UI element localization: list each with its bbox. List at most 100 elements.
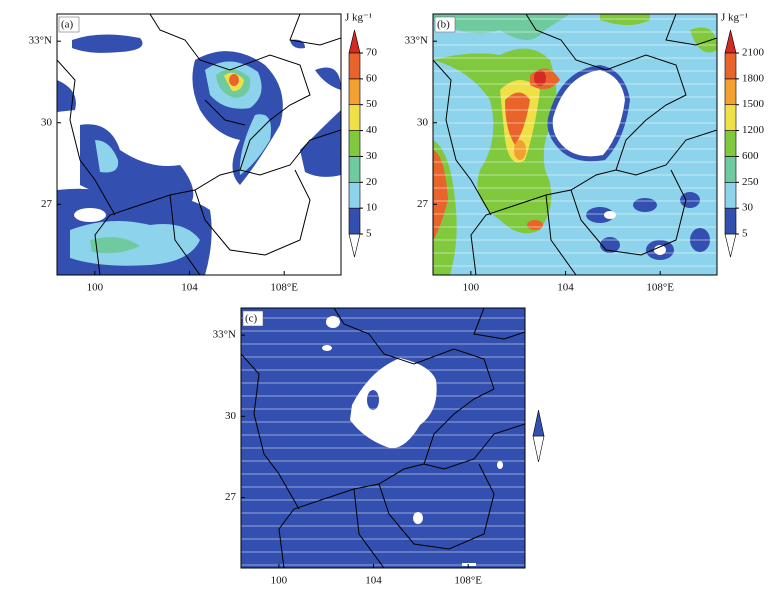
colorbar-box (348, 78, 361, 106)
map-shape (665, 14, 717, 46)
x-tick-label: 108°E (646, 282, 674, 294)
colorbar-label: 50 (366, 98, 378, 110)
panel-label: (b) (437, 19, 450, 31)
colorbar-label: 10 (366, 202, 378, 214)
map-shape (74, 208, 106, 222)
map-shape (169, 194, 201, 275)
colorbar-label: 250 (742, 176, 759, 188)
map-shape (300, 110, 341, 177)
colorbar-box (724, 181, 737, 209)
colorbar-box (724, 104, 737, 131)
map-shape (525, 14, 687, 121)
panel-label: (a) (61, 19, 74, 31)
colorbar-triangle (348, 233, 361, 258)
x-tick-label: 104 (365, 575, 382, 587)
map-shape (333, 308, 495, 415)
borders-c (241, 308, 525, 568)
x-tick-label: 108°E (270, 282, 298, 294)
colorbar-label: 40 (366, 124, 378, 136)
x-tick-label: 100 (271, 575, 288, 587)
map-shape (239, 129, 341, 176)
map-shape (72, 34, 143, 53)
colorbar-box (724, 78, 737, 106)
map-shape (423, 423, 525, 470)
y-tick-label: 30 (41, 116, 53, 128)
colorbar-label: 1800 (742, 72, 765, 84)
y-tick-label: 30 (417, 116, 429, 128)
panel-label: (c) (245, 313, 258, 325)
map-shape (241, 353, 300, 510)
y-tick-label: 33°N (29, 35, 52, 47)
map-shape (315, 67, 341, 90)
map-shape (194, 169, 311, 256)
y-tick-label: 27 (225, 491, 237, 503)
map-shape (149, 14, 311, 121)
colorbar-triangle (724, 29, 737, 54)
colorbar-box (348, 181, 361, 209)
map-shape (241, 308, 525, 568)
unit-label: J kg⁻¹ (345, 12, 372, 24)
map-shape (433, 59, 492, 216)
map-shape (94, 119, 271, 275)
x-tick-label: 108°E (454, 575, 482, 587)
colorbar-label: 60 (366, 72, 378, 84)
y-tick-label: 33°N (405, 35, 428, 47)
colorbar-triangle (532, 435, 545, 463)
map-shape (95, 140, 119, 173)
x-tick-label: 104 (557, 282, 574, 294)
colorbar-triangle (348, 29, 361, 54)
colorbar-triangle (532, 409, 545, 437)
y-tick-label: 33°N (213, 329, 236, 341)
colorbar-label: 30 (366, 150, 378, 162)
frame-a (56, 13, 342, 276)
x-tick-label: 104 (181, 282, 198, 294)
map-shape (57, 59, 116, 216)
map-shape (80, 124, 194, 205)
map-shape (90, 237, 140, 254)
map-shape (204, 99, 246, 126)
map-shape (289, 14, 341, 46)
y-tick-label: 30 (225, 410, 237, 422)
colorbar-label: 1200 (742, 124, 765, 136)
map-shape (433, 14, 717, 275)
map-shape (239, 114, 271, 175)
colorbar-triangle (724, 233, 737, 258)
colorbar-box (724, 156, 737, 183)
colorbar-box (724, 130, 737, 157)
x-tick-label: 100 (87, 282, 104, 294)
colorbar-label: 30 (742, 202, 754, 214)
borders-b (433, 14, 717, 275)
panel-label-box (242, 310, 264, 327)
map-shape (545, 194, 577, 275)
colorbar-label: 600 (742, 150, 759, 162)
unit-label: J kg⁻¹ (721, 12, 748, 24)
map-shape (278, 413, 455, 568)
colorbar-box (348, 207, 361, 235)
map-a (57, 14, 341, 275)
colorbar-label: 1500 (742, 98, 765, 110)
x-tick-label: 100 (463, 282, 480, 294)
map-shape (570, 169, 687, 256)
map-shape (473, 308, 525, 340)
frame-c (240, 307, 526, 569)
map-b (433, 14, 717, 275)
y-tick-label: 27 (41, 198, 53, 210)
map-c (241, 308, 525, 568)
colorbar-box (724, 52, 737, 80)
y-tick-label: 27 (417, 198, 429, 210)
colorbar-box (724, 207, 737, 235)
colorbar-label: 2100 (742, 47, 765, 59)
borders-a (57, 14, 341, 275)
map-shape (615, 129, 717, 176)
panel-label-box (434, 16, 456, 33)
colorbar-box (348, 104, 361, 131)
map-shape (57, 80, 76, 112)
map-shape (353, 488, 385, 568)
colorbar-label: 70 (366, 47, 378, 59)
colorbar-label: 5 (366, 228, 372, 240)
panel-label-box (58, 16, 80, 33)
colorbar-box (348, 156, 361, 183)
colorbar-box (348, 130, 361, 157)
colorbar-box (348, 52, 361, 80)
colorbar-label: 20 (366, 176, 378, 188)
